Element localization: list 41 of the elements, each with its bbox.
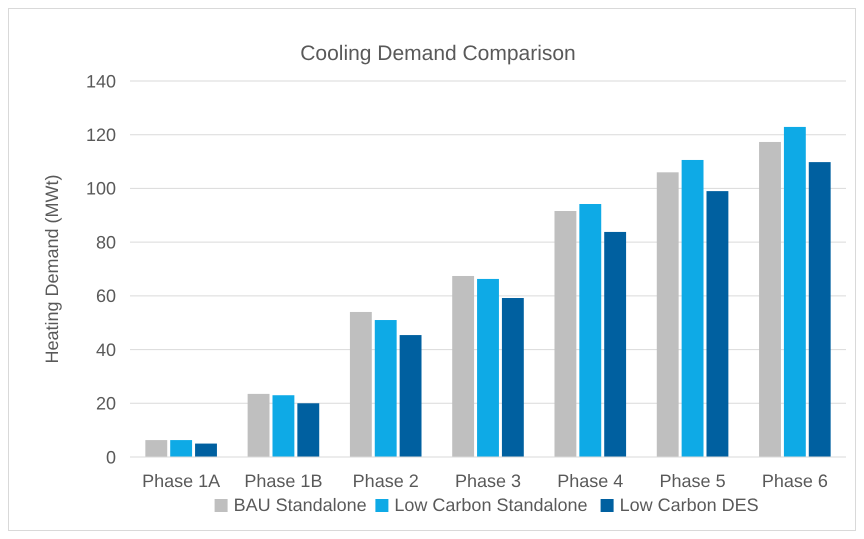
y-tick-label: 100	[86, 178, 116, 199]
bar	[195, 444, 217, 457]
y-tick-label: 40	[96, 340, 116, 360]
x-tick-label: Phase 3	[454, 471, 522, 491]
legend-label: Low Carbon Standalone	[394, 495, 588, 515]
legend-label: Low Carbon DES	[620, 495, 759, 515]
x-tick-label: Phase 4	[557, 471, 624, 491]
y-tick-label: 0	[106, 447, 116, 468]
bar	[706, 191, 728, 457]
bar	[604, 232, 626, 457]
bar	[759, 142, 781, 457]
bar	[656, 172, 679, 457]
x-tick-label: Phase 1A	[142, 471, 220, 491]
x-tick-label: Phase 2	[352, 471, 419, 491]
bar	[502, 298, 524, 457]
bar	[297, 403, 320, 457]
bar	[452, 276, 474, 457]
bar	[350, 312, 372, 457]
x-tick-label: Phase 6	[762, 471, 828, 491]
legend-label: BAU Standalone	[234, 495, 367, 515]
bar	[682, 160, 704, 457]
chart-title: Cooling Demand Comparison	[300, 42, 576, 65]
bar	[554, 210, 576, 457]
bar	[400, 335, 422, 457]
bar	[374, 320, 397, 457]
bar	[272, 395, 294, 457]
x-tick-label: Phase 1B	[244, 471, 322, 491]
bar	[248, 394, 270, 457]
x-tick-label: Phase 5	[660, 471, 726, 491]
y-axis-title: Heating Demand (MWt)	[42, 174, 62, 364]
bar	[170, 440, 192, 457]
bar	[145, 440, 168, 457]
bar	[579, 204, 602, 457]
y-tick-label: 80	[96, 232, 116, 252]
y-tick-label: 20	[96, 394, 116, 414]
bar	[477, 278, 499, 457]
bar	[808, 162, 831, 457]
y-tick-label: 120	[86, 125, 116, 146]
y-tick-label: 140	[86, 71, 116, 92]
y-tick-label: 60	[96, 286, 116, 306]
bar	[784, 126, 806, 457]
